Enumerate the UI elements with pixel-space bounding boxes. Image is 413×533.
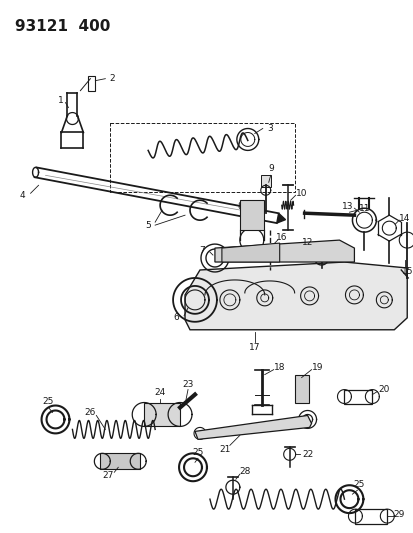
Bar <box>354 509 387 524</box>
Bar <box>239 200 263 230</box>
Bar <box>88 76 95 91</box>
Text: 25: 25 <box>353 480 364 489</box>
Text: 11: 11 <box>358 204 369 213</box>
Text: 28: 28 <box>239 467 250 476</box>
Polygon shape <box>276 213 285 223</box>
Text: 27: 27 <box>102 471 114 480</box>
Text: 24: 24 <box>154 388 165 397</box>
Text: 14: 14 <box>398 214 409 223</box>
Text: 13: 13 <box>341 201 352 211</box>
Text: 29: 29 <box>393 510 404 519</box>
Text: 21: 21 <box>218 445 230 454</box>
Text: 17: 17 <box>249 343 260 352</box>
Text: 23: 23 <box>182 380 193 389</box>
Text: 15: 15 <box>401 268 412 277</box>
Bar <box>344 390 371 403</box>
Text: 1: 1 <box>57 96 63 105</box>
Polygon shape <box>214 240 354 262</box>
Text: 4: 4 <box>20 191 25 200</box>
Text: 18: 18 <box>273 363 285 372</box>
Text: 9: 9 <box>268 164 274 173</box>
Bar <box>144 402 180 426</box>
Text: 22: 22 <box>301 450 313 459</box>
Text: 16: 16 <box>275 232 287 241</box>
Text: 8: 8 <box>236 201 242 211</box>
Polygon shape <box>185 262 406 330</box>
Text: 3: 3 <box>266 124 272 133</box>
Polygon shape <box>195 415 311 439</box>
Text: 12: 12 <box>301 238 313 247</box>
Text: 25: 25 <box>43 397 54 406</box>
Text: 7: 7 <box>199 246 204 255</box>
Text: 93121  400: 93121 400 <box>14 19 110 34</box>
Text: 26: 26 <box>85 408 96 417</box>
Text: 19: 19 <box>311 363 323 372</box>
Bar <box>260 175 270 187</box>
Text: 6: 6 <box>173 313 178 322</box>
Text: 5: 5 <box>145 221 151 230</box>
Bar <box>294 375 308 402</box>
Text: 25: 25 <box>192 448 203 457</box>
Polygon shape <box>221 243 279 262</box>
Bar <box>100 454 140 469</box>
Text: 2: 2 <box>109 74 115 83</box>
Bar <box>110 123 294 192</box>
Text: 10: 10 <box>295 189 306 198</box>
Text: 20: 20 <box>378 385 389 394</box>
